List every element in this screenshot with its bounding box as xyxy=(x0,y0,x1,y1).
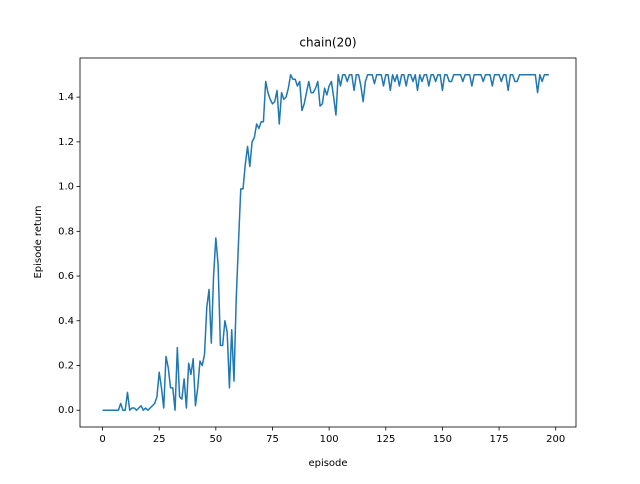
y-tick-label: 0.4 xyxy=(58,316,74,327)
x-tick-label: 200 xyxy=(546,434,565,445)
x-axis-label: episode xyxy=(308,458,347,469)
x-tick-label: 25 xyxy=(153,434,166,445)
x-tick-label: 175 xyxy=(490,434,509,445)
x-tick-label: 0 xyxy=(99,434,105,445)
x-tick-label: 150 xyxy=(433,434,452,445)
y-tick-label: 1.4 xyxy=(58,92,74,103)
plot-frame xyxy=(79,57,577,428)
y-tick-label: 1.0 xyxy=(58,182,74,193)
y-tick-label: 0.6 xyxy=(58,271,74,282)
y-tick-label: 0.2 xyxy=(58,361,74,372)
x-tick-label: 125 xyxy=(376,434,395,445)
x-tick-label: 75 xyxy=(266,434,279,445)
y-axis-label: Episode return xyxy=(33,205,44,278)
chart-title: chain(20) xyxy=(299,36,356,50)
y-tick-label: 0.8 xyxy=(58,226,74,237)
y-tick-label: 0.0 xyxy=(58,405,74,416)
x-tick-label: 100 xyxy=(320,434,339,445)
x-tick-label: 50 xyxy=(209,434,222,445)
data-line xyxy=(102,74,549,411)
y-tick-label: 1.2 xyxy=(58,137,74,148)
